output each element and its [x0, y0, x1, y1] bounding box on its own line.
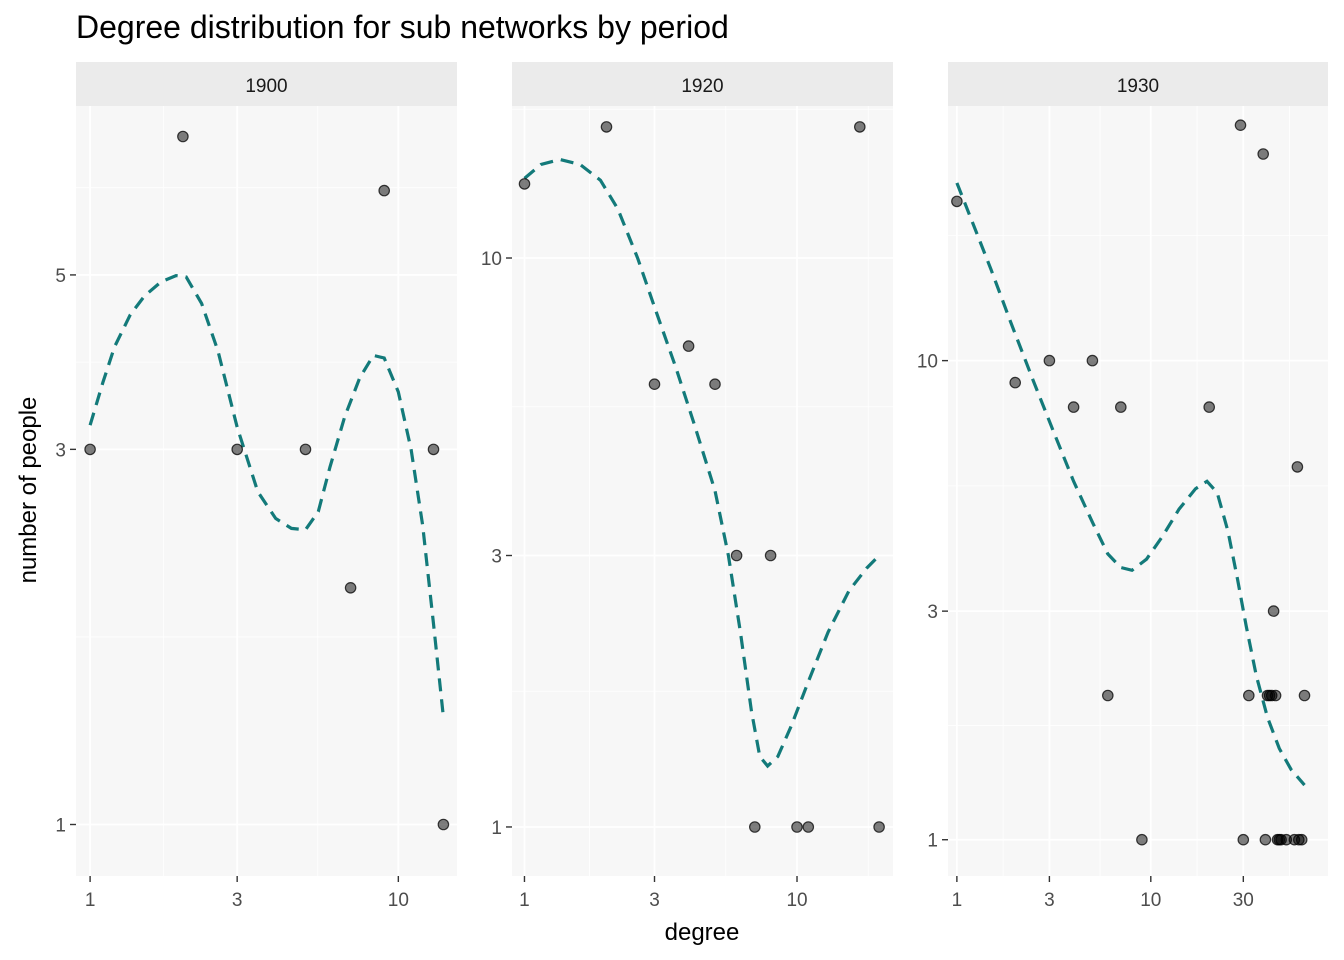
data-point — [1009, 376, 1021, 389]
data-point — [791, 821, 803, 833]
data-points — [951, 119, 1311, 846]
data-point — [427, 443, 440, 456]
facet-panel-1920: 1920 1 3 10 1 3 10 — [481, 62, 893, 911]
data-point — [378, 184, 390, 197]
data-point — [853, 121, 866, 133]
y-tick-label: 3 — [491, 547, 502, 568]
data-point — [1259, 833, 1272, 846]
data-point — [1257, 148, 1269, 160]
y-tick-label: 5 — [55, 266, 66, 287]
x-tick-label: 10 — [388, 890, 409, 911]
y-tick-label: 1 — [927, 831, 938, 852]
data-point — [84, 443, 96, 456]
data-point — [299, 443, 312, 456]
grid-lines — [512, 106, 893, 876]
data-point — [709, 378, 721, 390]
y-tick-label: 1 — [491, 818, 502, 839]
x-tick-label: 3 — [649, 890, 660, 911]
data-point — [802, 821, 815, 833]
x-tick-label: 3 — [232, 890, 243, 911]
data-point — [177, 130, 189, 143]
data-point — [1291, 461, 1304, 473]
x-tick-label: 10 — [786, 890, 807, 911]
data-point — [1115, 401, 1127, 413]
data-point — [730, 549, 743, 562]
data-point — [1237, 833, 1250, 846]
data-point — [1234, 119, 1247, 131]
x-tick-label: 10 — [1140, 890, 1161, 911]
x-tick-label: 1 — [952, 890, 963, 911]
x-tick-label: 3 — [1044, 890, 1055, 911]
data-point — [1269, 689, 1282, 702]
data-point — [748, 821, 761, 833]
data-point — [1203, 401, 1215, 413]
data-points — [84, 130, 450, 831]
facet-strip — [948, 62, 1328, 106]
data-point — [231, 443, 243, 456]
facet-panel-1900: 1900 1 3 10 1 3 5 — [55, 62, 457, 911]
y-axis-title: number of people — [15, 397, 42, 584]
panel-background — [512, 106, 893, 876]
smooth-trend-line — [955, 182, 1306, 787]
data-point — [1298, 689, 1311, 702]
facet-strip — [76, 62, 457, 106]
y-tick-label: 3 — [55, 440, 66, 461]
data-point — [1295, 833, 1308, 846]
y-tick-label: 10 — [481, 249, 502, 270]
facet-panels: 1900 1 3 10 1 3 5 1920 1 3 10 1 3 10 1930 1 3 10 30 1 3 10 — [55, 62, 1328, 911]
data-point — [600, 121, 613, 133]
data-point — [1243, 689, 1255, 702]
x-axis-title: degree — [665, 919, 740, 946]
data-point — [344, 581, 357, 594]
facet-strip — [512, 62, 893, 106]
data-point — [648, 378, 661, 390]
data-point — [1067, 401, 1080, 413]
panel-background — [948, 106, 1328, 876]
data-point — [1136, 833, 1148, 846]
x-tick-label: 30 — [1233, 890, 1254, 911]
data-point — [1043, 354, 1056, 367]
x-tick-label: 1 — [85, 890, 96, 911]
y-tick-label: 3 — [927, 602, 938, 623]
data-point — [764, 549, 777, 562]
data-point — [1102, 689, 1114, 702]
data-point — [951, 195, 963, 208]
data-point — [437, 818, 450, 831]
grid-lines — [76, 106, 457, 876]
facet-strip-label: 1920 — [681, 76, 723, 97]
data-point — [1267, 605, 1280, 617]
y-tick-label: 10 — [917, 352, 938, 373]
y-tick-label: 1 — [55, 815, 66, 836]
data-points — [518, 121, 885, 833]
panel-background — [76, 106, 457, 876]
data-point — [682, 340, 695, 352]
facet-strip-label: 1930 — [1117, 76, 1159, 97]
data-point — [518, 178, 531, 190]
chart-title: Degree distribution for sub networks by … — [76, 9, 729, 45]
data-point — [873, 821, 885, 833]
smooth-trend-line — [523, 157, 881, 769]
x-tick-label: 1 — [519, 890, 530, 911]
facet-panel-1930: 1930 1 3 10 30 1 3 10 — [917, 62, 1328, 911]
facet-strip-label: 1900 — [245, 76, 287, 97]
data-point — [1086, 354, 1099, 367]
